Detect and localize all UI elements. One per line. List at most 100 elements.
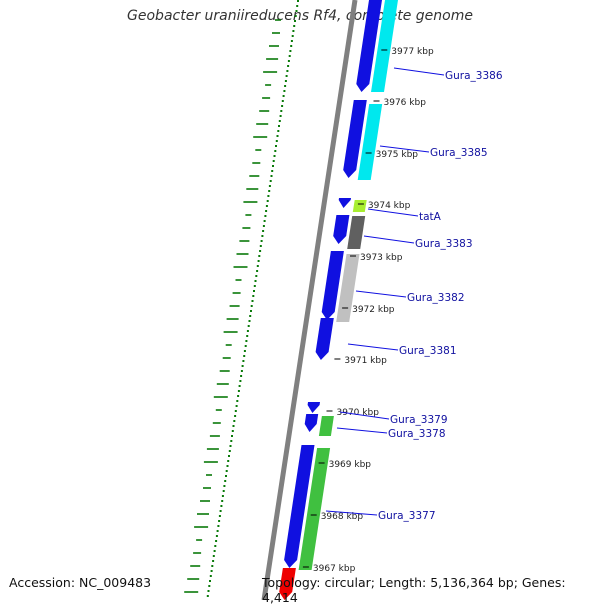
gc-dot	[246, 330, 249, 332]
gene-gura-3386	[356, 0, 382, 92]
gene-gura-3378	[304, 414, 319, 432]
kbp-label: 3969 kbp	[329, 460, 372, 470]
kbp-label: 3971 kbp	[344, 356, 387, 366]
kbp-label: 3975 kbp	[376, 150, 419, 160]
gc-dot	[210, 570, 213, 572]
gene-features	[279, 0, 398, 600]
gene-label: Gura_3383	[415, 238, 473, 250]
gene-next	[279, 568, 296, 600]
label-leader	[379, 145, 430, 153]
gc-dot	[265, 205, 268, 207]
gc-dot	[215, 535, 218, 537]
gc-dot	[243, 355, 246, 357]
gc-dot	[272, 160, 275, 162]
gc-dot	[240, 375, 243, 377]
gc-dot	[265, 210, 268, 212]
cog-gura-3386	[371, 0, 398, 92]
gene-gura-3383	[333, 215, 350, 244]
cog-gura-3382	[336, 254, 360, 322]
gc-dot	[228, 455, 230, 457]
gc-dot	[275, 145, 277, 147]
gc-dot	[231, 430, 234, 432]
gc-dot	[247, 325, 250, 327]
gc-dot	[287, 60, 290, 62]
gc-dot	[209, 575, 212, 577]
gc-dot	[262, 230, 265, 232]
gc-dot	[215, 540, 218, 542]
gene-gura-3381	[315, 318, 334, 360]
gc-dot	[284, 80, 287, 82]
gc-dot	[234, 415, 237, 417]
gc-dot	[213, 550, 216, 552]
gene-label: Gura_3378	[388, 428, 446, 440]
gene-label: Gura_3381	[399, 345, 457, 357]
gc-dot	[268, 190, 271, 192]
kbp-label: 3974 kbp	[368, 201, 411, 211]
gc-dot	[218, 520, 221, 522]
cog-gura-3385	[357, 104, 383, 180]
gc-dot	[257, 260, 260, 262]
kbp-label: 3977 kbp	[391, 47, 434, 57]
gc-dot	[234, 410, 237, 412]
label-leader	[339, 411, 390, 420]
gc-dot	[283, 90, 286, 92]
gc-dot	[209, 580, 211, 582]
gc-dot	[233, 420, 236, 422]
gene-label: Gura_3385	[430, 147, 488, 159]
gc-dot	[280, 110, 283, 112]
gc-dot	[224, 480, 227, 482]
label-leader	[347, 343, 399, 351]
gc-dot	[255, 275, 258, 277]
gc-dot	[217, 525, 220, 527]
gc-dot	[250, 310, 252, 312]
gc-dot	[216, 530, 219, 532]
gene-gura-3377	[284, 445, 315, 568]
gc-dot	[278, 125, 280, 127]
topology-label: Topology: circular; Length: 5,136,364 bp…	[262, 575, 566, 605]
gc-dot	[237, 390, 240, 392]
gc-dot	[236, 400, 239, 402]
gc-dot	[263, 220, 266, 222]
gc-dot	[294, 15, 297, 17]
gc-dot	[261, 235, 264, 237]
gc-dot	[267, 195, 270, 197]
gc-dot	[229, 445, 232, 447]
gc-dot	[275, 140, 278, 142]
gc-dot	[246, 335, 249, 337]
cog-gura-3377	[298, 448, 331, 570]
label-leader	[367, 208, 419, 217]
label-leader	[393, 67, 445, 76]
gc-skew-track	[206, 0, 299, 597]
gc-dot	[276, 135, 279, 137]
gc-dot	[288, 55, 291, 57]
gc-dot	[266, 200, 269, 202]
label-leader	[363, 235, 415, 244]
gc-dot	[231, 435, 233, 437]
gc-dot	[271, 170, 274, 172]
gc-dot	[264, 215, 267, 217]
gc-dot	[221, 495, 224, 497]
kbp-label: 3968 kbp	[321, 512, 364, 522]
gc-dot	[259, 250, 262, 252]
gc-dot	[212, 555, 215, 557]
gc-dot	[249, 315, 252, 317]
gene-gura-3379	[307, 402, 320, 413]
kbp-label: 3967 kbp	[313, 564, 356, 574]
kbp-label: 3973 kbp	[360, 253, 403, 263]
gc-dot	[230, 440, 233, 442]
kbp-label: 3970 kbp	[337, 408, 380, 418]
gc-dot	[238, 385, 241, 387]
gc-dot	[293, 25, 296, 27]
gc-dot	[226, 465, 229, 467]
backbone	[261, 0, 358, 600]
gc-dot	[254, 280, 257, 282]
gc-dot	[284, 85, 287, 87]
gc-dot	[273, 155, 276, 157]
gc-dot	[258, 255, 261, 257]
gc-dot	[259, 245, 262, 247]
gc-dot	[279, 115, 282, 117]
gc-dot	[237, 395, 240, 397]
gc-dot	[207, 590, 210, 592]
gc-dot	[252, 295, 255, 297]
